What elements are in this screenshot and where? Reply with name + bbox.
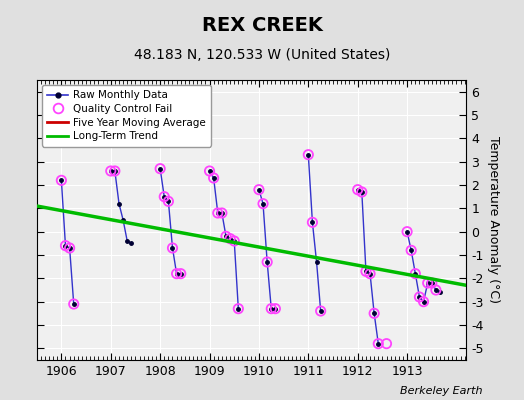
Point <box>308 219 316 226</box>
Point <box>214 210 222 216</box>
Point <box>411 270 420 277</box>
Point <box>57 177 66 184</box>
Point <box>172 270 181 277</box>
Point <box>205 168 214 174</box>
Y-axis label: Temperature Anomaly (°C): Temperature Anomaly (°C) <box>487 136 500 304</box>
Legend: Raw Monthly Data, Quality Control Fail, Five Year Moving Average, Long-Term Tren: Raw Monthly Data, Quality Control Fail, … <box>42 85 211 146</box>
Point <box>271 306 280 312</box>
Point <box>164 198 172 204</box>
Point <box>366 270 374 277</box>
Point <box>267 306 276 312</box>
Point <box>263 259 271 265</box>
Point <box>234 306 243 312</box>
Point <box>407 247 416 254</box>
Point <box>156 166 165 172</box>
Point <box>160 194 168 200</box>
Text: REX CREEK: REX CREEK <box>202 16 322 35</box>
Text: 48.183 N, 120.533 W (United States): 48.183 N, 120.533 W (United States) <box>134 48 390 62</box>
Point <box>66 245 74 251</box>
Point <box>61 242 70 249</box>
Point <box>383 340 391 347</box>
Point <box>217 210 226 216</box>
Point <box>370 310 378 316</box>
Point <box>210 175 218 181</box>
Point <box>177 270 185 277</box>
Point <box>255 186 263 193</box>
Point <box>106 168 115 174</box>
Point <box>419 298 428 305</box>
Point <box>432 287 440 293</box>
Point <box>168 245 177 251</box>
Point <box>374 340 383 347</box>
Point <box>415 294 423 300</box>
Point <box>354 186 362 193</box>
Text: Berkeley Earth: Berkeley Earth <box>400 386 482 396</box>
Point <box>362 268 370 274</box>
Point <box>428 280 436 286</box>
Point <box>403 228 411 235</box>
Point <box>226 236 234 242</box>
Point <box>304 152 312 158</box>
Point <box>423 280 432 286</box>
Point <box>316 308 325 314</box>
Point <box>70 301 78 307</box>
Point <box>111 168 119 174</box>
Point <box>259 200 267 207</box>
Point <box>230 238 238 244</box>
Point <box>357 189 366 195</box>
Point <box>222 233 230 240</box>
